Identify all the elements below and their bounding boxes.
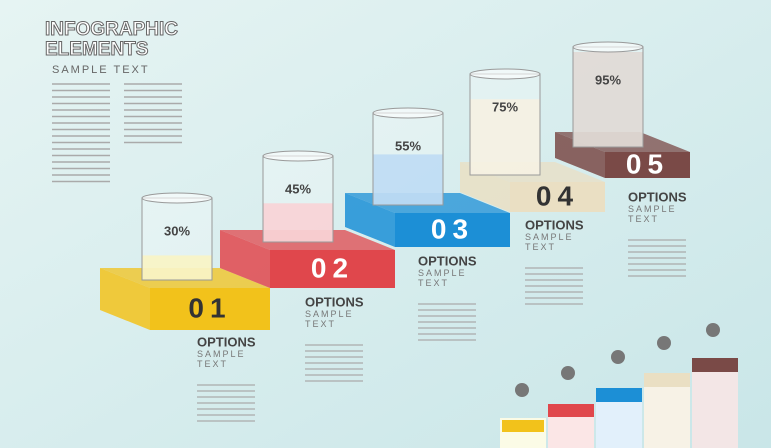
cylinder-rim — [573, 42, 643, 52]
infographic: INFOGRAPHIC ELEMENTS SAMPLE TEXT 01 30% OP… — [0, 0, 771, 448]
page: INFOGRAPHIC ELEMENTS SAMPLE TEXT 01 30% OP… — [0, 0, 771, 448]
cylinder-rim — [142, 193, 212, 203]
option-sub: SAMPLE TEXT — [525, 232, 585, 262]
cylinder — [573, 47, 643, 147]
cylinder — [373, 113, 443, 205]
cylinder — [142, 198, 212, 280]
cylinder — [470, 74, 540, 175]
cylinder-rim — [373, 108, 443, 118]
percent-label: 45% — [285, 181, 311, 196]
option-sub: SAMPLE TEXT — [305, 309, 365, 339]
step-number: 03 — [431, 213, 474, 244]
option-sub-text: SAMPLE TEXT — [525, 232, 583, 252]
option-sub-text: SAMPLE TEXT — [628, 204, 686, 224]
option-sub: SAMPLE TEXT — [197, 349, 257, 379]
option-heading: OPTIONS — [628, 189, 687, 204]
option-sub-text: SAMPLE TEXT — [418, 268, 476, 288]
subtitle: SAMPLE TEXT — [52, 64, 150, 76]
title: INFOGRAPHIC — [45, 19, 178, 40]
title: ELEMENTS — [45, 39, 148, 60]
step-number: 04 — [536, 180, 579, 211]
cylinder-rim — [263, 151, 333, 161]
option-sub-text: SAMPLE TEXT — [197, 349, 255, 369]
step-number: 05 — [626, 148, 669, 179]
option-sub-text: SAMPLE TEXT — [305, 309, 363, 329]
percent-label: 95% — [595, 72, 621, 87]
option-heading: OPTIONS — [418, 253, 477, 268]
cylinder-rim — [470, 69, 540, 79]
percent-label: 30% — [164, 223, 190, 238]
option-sub: SAMPLE TEXT — [628, 204, 688, 234]
option-sub: SAMPLE TEXT — [418, 268, 478, 298]
cylinder — [263, 156, 333, 242]
option-heading: OPTIONS — [525, 217, 584, 232]
percent-label: 75% — [492, 99, 518, 114]
percent-label: 55% — [395, 138, 421, 153]
option-heading: OPTIONS — [305, 294, 364, 309]
step-number: 01 — [188, 292, 231, 323]
step-number: 02 — [311, 252, 354, 283]
option-heading: OPTIONS — [197, 334, 256, 349]
